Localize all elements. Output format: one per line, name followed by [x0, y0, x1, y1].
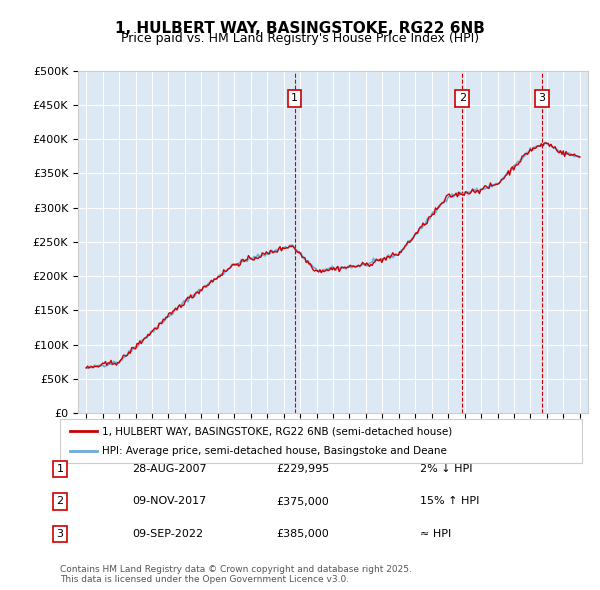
Text: 2: 2 — [56, 497, 64, 506]
Text: 2: 2 — [459, 93, 466, 103]
Text: 1, HULBERT WAY, BASINGSTOKE, RG22 6NB: 1, HULBERT WAY, BASINGSTOKE, RG22 6NB — [115, 21, 485, 35]
Text: 15% ↑ HPI: 15% ↑ HPI — [420, 497, 479, 506]
Text: £229,995: £229,995 — [276, 464, 329, 474]
Text: 28-AUG-2007: 28-AUG-2007 — [132, 464, 206, 474]
Text: ≈ HPI: ≈ HPI — [420, 529, 451, 539]
Text: 1: 1 — [291, 93, 298, 103]
Text: Price paid vs. HM Land Registry's House Price Index (HPI): Price paid vs. HM Land Registry's House … — [121, 32, 479, 45]
Text: 2% ↓ HPI: 2% ↓ HPI — [420, 464, 473, 474]
Text: 1: 1 — [56, 464, 64, 474]
Text: £385,000: £385,000 — [276, 529, 329, 539]
Text: Contains HM Land Registry data © Crown copyright and database right 2025.
This d: Contains HM Land Registry data © Crown c… — [60, 565, 412, 584]
Text: 09-NOV-2017: 09-NOV-2017 — [132, 497, 206, 506]
Text: 3: 3 — [56, 529, 64, 539]
Text: 3: 3 — [538, 93, 545, 103]
Text: 09-SEP-2022: 09-SEP-2022 — [132, 529, 203, 539]
Text: HPI: Average price, semi-detached house, Basingstoke and Deane: HPI: Average price, semi-detached house,… — [102, 446, 446, 455]
Text: 1, HULBERT WAY, BASINGSTOKE, RG22 6NB (semi-detached house): 1, HULBERT WAY, BASINGSTOKE, RG22 6NB (s… — [102, 427, 452, 436]
Text: £375,000: £375,000 — [276, 497, 329, 506]
